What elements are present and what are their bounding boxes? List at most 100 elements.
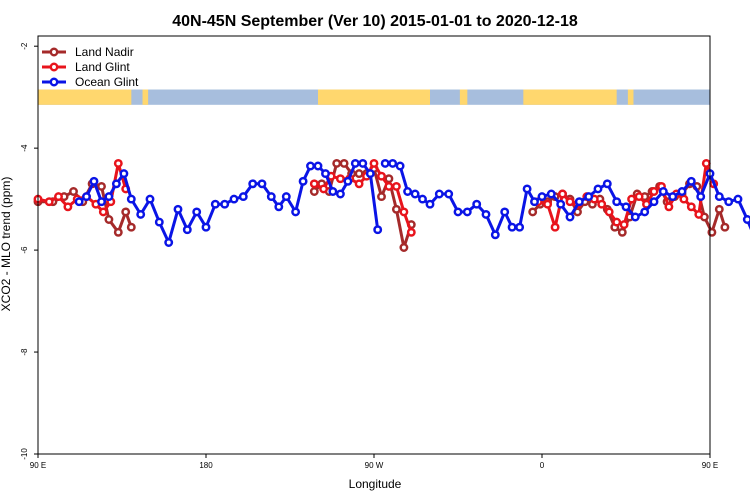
land-band: [459, 89, 468, 105]
y-axis-label: XCO2 - MLO trend (ppm): [0, 177, 13, 312]
legend-item-land-glint: Land Glint: [42, 60, 130, 74]
series-layer: [33, 158, 750, 252]
data-point-land-nadir: [339, 158, 349, 168]
data-point-ocean-glint: [82, 192, 91, 202]
data-point-ocean-glint: [522, 184, 532, 194]
data-point-ocean-glint: [434, 189, 444, 199]
data-point-land-glint: [543, 199, 553, 209]
data-point-ocean-glint: [192, 207, 202, 217]
y-tick-label: -10: [20, 448, 29, 460]
legend-label: Ocean Glint: [75, 75, 139, 89]
data-point-ocean-glint: [220, 199, 230, 209]
land-band: [318, 89, 430, 105]
data-point-land-glint: [619, 220, 629, 230]
data-point-ocean-glint: [238, 192, 248, 202]
data-point-land-nadir: [399, 243, 409, 252]
data-point-land-nadir: [720, 222, 730, 232]
data-point-ocean-glint: [313, 161, 323, 171]
y-tick-label: -6: [20, 246, 29, 254]
data-point-ocean-glint: [210, 199, 220, 209]
data-point-land-glint: [634, 192, 644, 202]
data-point-ocean-glint: [403, 187, 413, 196]
data-point-ocean-glint: [365, 169, 375, 179]
data-point-land-glint: [377, 171, 386, 181]
data-point-ocean-glint: [453, 207, 463, 217]
data-point-ocean-glint: [229, 194, 239, 204]
data-point-ocean-glint: [126, 194, 136, 204]
data-point-land-nadir: [69, 187, 78, 196]
data-point-land-glint: [686, 202, 696, 212]
x-tick-label: 90 W: [365, 461, 384, 470]
y-tick-label: -8: [20, 348, 29, 356]
data-point-land-glint: [558, 189, 567, 199]
data-point-ocean-glint: [306, 161, 315, 171]
data-point-ocean-glint: [173, 204, 183, 214]
data-point-ocean-glint: [358, 158, 368, 168]
data-point-land-glint: [604, 207, 614, 217]
data-point-ocean-glint: [111, 179, 121, 189]
data-point-ocean-glint: [630, 212, 640, 222]
land-band: [627, 89, 634, 105]
data-point-land-nadir: [113, 227, 123, 237]
data-point-land-glint: [335, 174, 345, 184]
land-band: [38, 89, 132, 105]
data-point-ocean-glint: [686, 176, 696, 186]
data-point-ocean-glint: [380, 158, 390, 168]
y-tick-label: -4: [20, 144, 29, 152]
data-point-ocean-glint: [248, 179, 258, 189]
data-point-ocean-glint: [556, 199, 566, 209]
data-point-ocean-glint: [668, 192, 678, 202]
data-point-land-glint: [406, 227, 416, 237]
y-axis: -2 -4 -6 -8 -10: [20, 42, 38, 460]
data-point-land-nadir: [377, 192, 386, 202]
data-point-ocean-glint: [97, 197, 106, 207]
data-point-ocean-glint: [425, 199, 435, 209]
data-point-ocean-glint: [612, 197, 622, 207]
data-point-ocean-glint: [714, 192, 724, 202]
data-point-ocean-glint: [136, 209, 146, 219]
data-point-land-glint: [98, 207, 108, 217]
data-point-land-nadir: [126, 222, 136, 232]
data-point-ocean-glint: [201, 222, 211, 232]
data-point-land-glint: [54, 192, 63, 202]
data-point-land-glint: [694, 209, 704, 219]
data-point-ocean-glint: [724, 197, 734, 207]
data-point-land-nadir: [528, 207, 538, 217]
x-axis: 90 E 180 90 W 0 90 E: [30, 454, 718, 470]
data-point-land-nadir: [384, 174, 394, 184]
data-point-ocean-glint: [281, 192, 291, 202]
data-point-ocean-glint: [515, 222, 525, 232]
data-point-ocean-glint: [565, 212, 575, 222]
data-point-land-glint: [319, 184, 329, 194]
data-point-ocean-glint: [350, 158, 360, 168]
data-point-ocean-glint: [530, 197, 539, 207]
legend-marker: [49, 62, 59, 72]
land-mask-strip: [38, 89, 710, 105]
legend-item-land-nadir: Land Nadir: [42, 45, 134, 59]
data-point-land-glint: [354, 179, 364, 189]
data-point-ocean-glint: [472, 199, 482, 209]
data-point-land-glint: [309, 179, 319, 189]
data-point-land-nadir: [309, 187, 319, 196]
legend-item-ocean-glint: Ocean Glint: [42, 75, 139, 89]
data-point-ocean-glint: [154, 217, 164, 227]
data-point-land-nadir: [617, 227, 627, 237]
data-point-ocean-glint: [298, 176, 308, 186]
data-point-land-nadir: [714, 204, 724, 214]
data-point-ocean-glint: [658, 187, 668, 196]
data-point-ocean-glint: [733, 194, 743, 204]
x-tick-label: 180: [199, 461, 213, 470]
data-point-ocean-glint: [291, 207, 301, 217]
x-tick-label: 90 E: [30, 461, 46, 470]
data-point-ocean-glint: [500, 207, 510, 217]
data-point-land-glint: [597, 199, 607, 209]
data-point-land-glint: [612, 217, 622, 227]
data-point-ocean-glint: [621, 202, 631, 212]
data-point-ocean-glint: [145, 194, 155, 204]
data-point-land-nadir: [97, 181, 106, 191]
data-point-land-glint: [701, 158, 711, 168]
data-point-ocean-glint: [104, 192, 114, 202]
data-point-ocean-glint: [481, 209, 491, 219]
data-point-ocean-glint: [640, 207, 650, 217]
